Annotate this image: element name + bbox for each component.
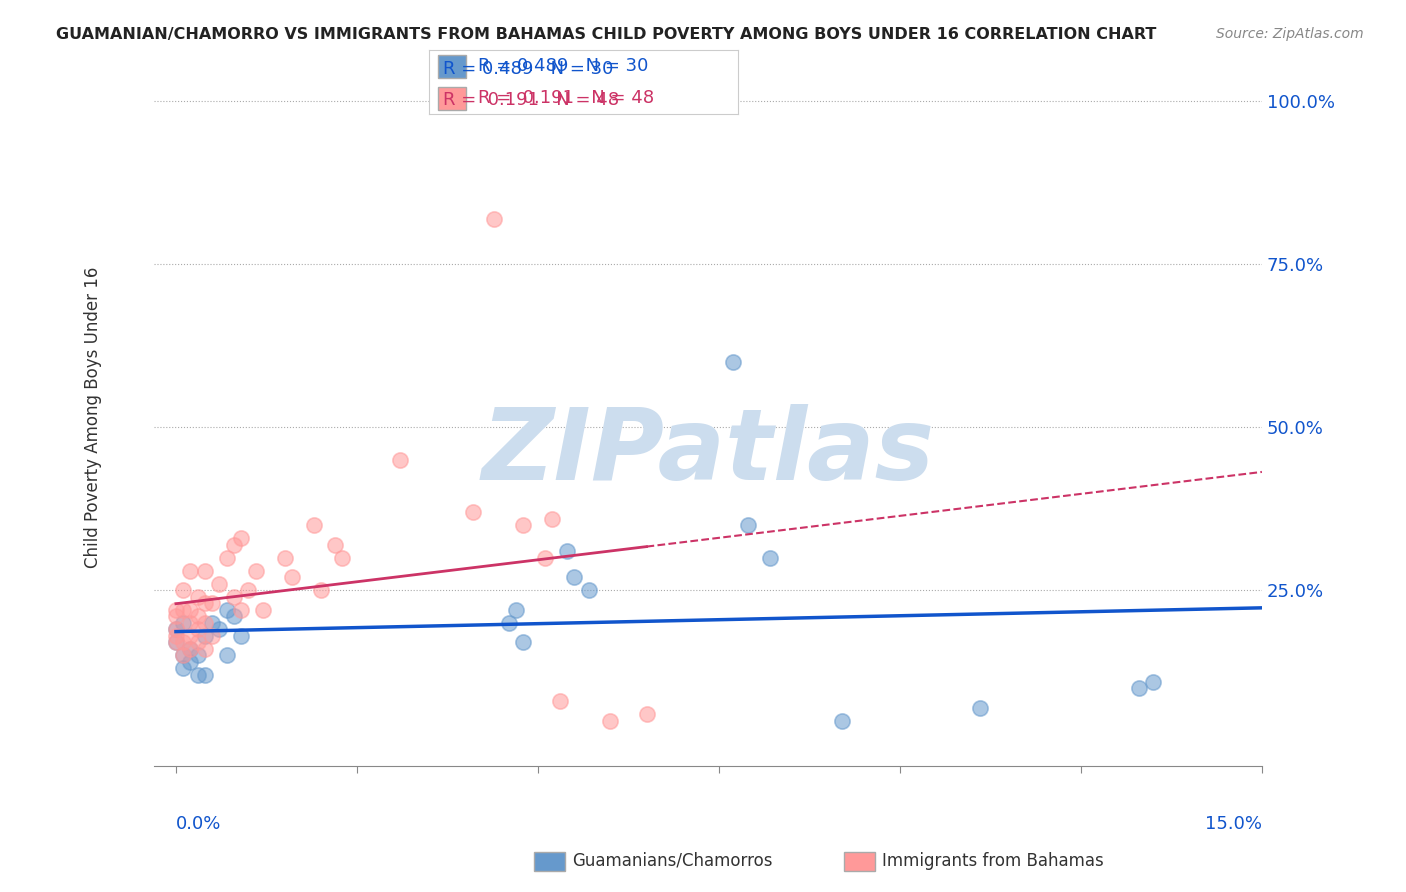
Point [187,590,209,604]
Point [238,583,260,598]
Point [302,518,325,533]
Point [737,518,759,533]
Point [194,596,217,610]
Point [498,615,520,630]
Point [222,609,245,624]
Point [172,635,194,649]
Point [229,629,252,643]
FancyBboxPatch shape [439,55,465,78]
Point [194,564,217,578]
Point [215,648,238,663]
Point [172,615,194,630]
Point [512,518,534,533]
Point [208,576,231,591]
Point [179,629,201,643]
Point [172,648,194,663]
Point [172,583,194,598]
Point [252,603,274,617]
Point [194,642,217,657]
Point [187,648,209,663]
Point [505,603,527,617]
Point [229,603,252,617]
Point [222,590,245,604]
Point [179,642,201,657]
Point [165,603,187,617]
Point [512,635,534,649]
Point [194,629,217,643]
Text: 15.0%: 15.0% [1205,815,1263,833]
Point [165,629,187,643]
Text: R =  0.191   N = 48: R = 0.191 N = 48 [443,91,619,109]
Point [723,355,745,369]
Point [273,550,295,565]
Point [201,596,224,610]
Point [172,603,194,617]
Point [1128,681,1150,695]
Point [548,694,571,708]
Point [969,700,991,714]
Point [208,623,231,637]
Point [179,655,201,669]
Point [1142,674,1164,689]
Text: Child Poverty Among Boys Under 16: Child Poverty Among Boys Under 16 [84,267,103,568]
Point [165,609,187,624]
Point [179,603,201,617]
Point [179,564,201,578]
Point [229,531,252,545]
Point [636,707,658,722]
Text: Guamanians/Chamorros: Guamanians/Chamorros [572,852,773,870]
Point [758,550,780,565]
Point [165,623,187,637]
Point [309,583,332,598]
Point [323,538,346,552]
Text: R = 0.489   N = 30: R = 0.489 N = 30 [478,57,648,75]
Point [201,629,224,643]
Point [332,550,354,565]
Text: Source: ZipAtlas.com: Source: ZipAtlas.com [1216,27,1364,41]
Point [534,550,557,565]
Point [222,538,245,552]
Text: R =  0.191   N = 48: R = 0.191 N = 48 [478,89,654,107]
Point [215,603,238,617]
Point [562,570,585,584]
Point [179,642,201,657]
Point [165,623,187,637]
Point [187,668,209,682]
Point [281,570,304,584]
Point [172,661,194,675]
Point [484,211,506,226]
Point [599,714,621,728]
Point [194,668,217,682]
Point [187,609,209,624]
Text: R = 0.489   N = 30: R = 0.489 N = 30 [443,60,613,78]
Point [179,615,201,630]
FancyBboxPatch shape [439,87,465,110]
Point [541,511,564,525]
Point [831,714,853,728]
Point [555,544,578,558]
Text: Immigrants from Bahamas: Immigrants from Bahamas [882,852,1104,870]
Point [187,635,209,649]
Point [578,583,600,598]
Point [194,615,217,630]
Point [165,635,187,649]
Point [389,452,412,467]
Point [187,623,209,637]
Point [245,564,267,578]
Point [201,615,224,630]
Point [165,635,187,649]
Point [215,550,238,565]
Text: ZIPatlas: ZIPatlas [481,404,935,500]
Point [172,648,194,663]
Text: GUAMANIAN/CHAMORRO VS IMMIGRANTS FROM BAHAMAS CHILD POVERTY AMONG BOYS UNDER 16 : GUAMANIAN/CHAMORRO VS IMMIGRANTS FROM BA… [56,27,1157,42]
Text: 0.0%: 0.0% [176,815,221,833]
Point [461,505,484,519]
